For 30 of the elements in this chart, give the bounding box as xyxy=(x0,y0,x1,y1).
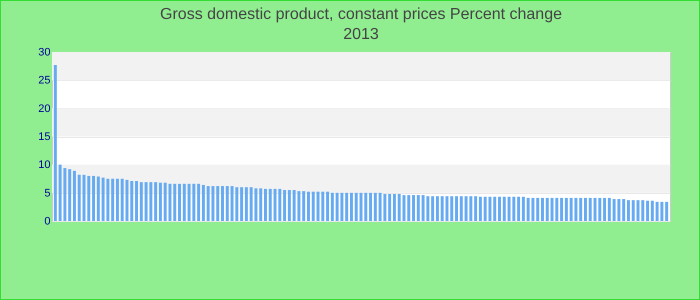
y-tick-label: 5 xyxy=(44,187,50,200)
chart-subtitle: 2013 xyxy=(343,26,379,43)
bar xyxy=(445,196,448,221)
y-tick-label: 0 xyxy=(44,216,50,228)
bar xyxy=(135,181,138,221)
bar xyxy=(221,186,224,221)
bar xyxy=(550,198,554,221)
bar xyxy=(455,196,458,221)
y-tick-label: 25 xyxy=(38,74,50,87)
y-tick-label: 15 xyxy=(38,131,50,143)
bar xyxy=(584,198,587,221)
y-tick-label: 10 xyxy=(38,159,50,172)
bar xyxy=(636,200,640,221)
bar xyxy=(412,195,416,221)
bar xyxy=(126,180,128,221)
bar xyxy=(541,198,544,221)
bar xyxy=(264,188,267,221)
bar xyxy=(168,184,172,221)
y-tick-label: 30 xyxy=(38,46,50,58)
bar xyxy=(316,192,320,221)
bar xyxy=(594,198,596,221)
bar xyxy=(274,188,277,221)
bar xyxy=(498,196,501,221)
bar xyxy=(306,192,310,221)
bar xyxy=(178,184,181,221)
chart-title: Gross domestic product, constant prices Percent change xyxy=(160,6,562,23)
y-tick-label: 20 xyxy=(38,102,50,115)
bar xyxy=(82,174,86,221)
bar xyxy=(402,195,406,221)
bar xyxy=(360,192,362,221)
